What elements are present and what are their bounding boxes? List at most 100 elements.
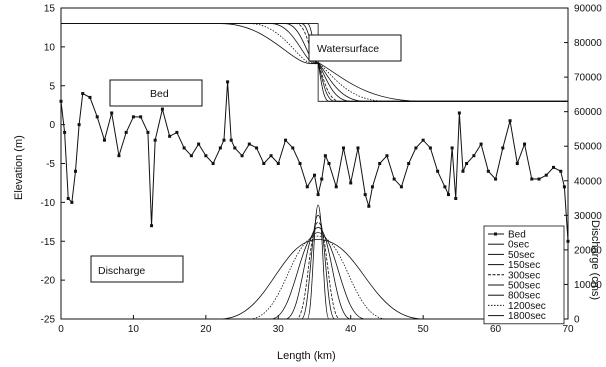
bed-point [341,146,345,150]
bed-point [367,204,371,208]
x-tick-label: 20 [200,324,212,335]
bed-point [73,169,77,173]
discharge-curve [61,204,568,320]
bed-point [461,169,465,173]
bed-point [298,162,302,165]
bed-point [305,185,309,189]
y-tick-label: -5 [46,159,55,170]
bed-point [247,142,251,146]
bed-point [240,154,244,158]
y2-tick-label: 80000 [574,38,602,49]
bed-point [537,177,541,181]
discharge-curve [61,232,568,320]
y2-tick-label: 40000 [574,176,602,187]
bed-point [63,130,67,134]
bed-point [323,154,327,158]
bed-point [218,146,222,150]
bed-point [150,224,154,228]
x-tick-label: 60 [490,324,502,335]
bed-point [204,154,208,158]
y2-tick-label: 0 [574,315,580,326]
bed-point [59,99,63,103]
bed-point [316,193,320,197]
bed-point [211,162,215,165]
discharge-curve [61,221,568,320]
x-tick-label: 10 [128,324,140,335]
y-axis-label: Elevation (m) [13,135,25,200]
bed-point [508,119,512,123]
y2-tick-label: 90000 [574,4,602,15]
bed-point [544,173,548,177]
bed-point [313,173,316,177]
bed-point [450,146,454,150]
bed-point [523,142,527,146]
bed-point [363,193,367,197]
legend-marker [494,232,497,236]
bed-point [457,111,461,115]
bed-point [284,138,288,142]
bed-point [566,239,570,243]
bed-point [131,115,135,119]
discharge-curve [61,227,568,320]
bed-point [378,162,382,165]
bed-point [153,138,157,142]
bed-point [349,181,353,185]
y-tick-label: 10 [44,42,56,53]
watersurface-label: Watersurface [317,43,379,55]
bed-point [472,154,476,158]
bed-point [559,169,563,173]
bed-point [421,138,425,142]
bed-point [102,138,106,142]
bed-point [139,115,143,119]
discharge-curve [61,239,568,320]
bed-point [269,154,273,158]
bed-point [124,130,128,134]
legend-label: 0sec [508,240,529,251]
discharge-label-box [90,255,184,283]
x-tick-label: 50 [418,324,430,335]
x-tick-label: 70 [562,324,574,335]
x-axis-label: Length (km) [277,350,336,362]
bed-point [443,185,447,189]
bed-point [77,123,81,127]
bed-point [552,165,556,169]
bed-point [370,185,374,189]
bed-point [175,130,179,134]
legend-label: 500sec [508,281,540,292]
y-tick-label: 15 [44,4,56,15]
bed-point [486,169,490,173]
bed-point [562,185,566,189]
bed-point [233,146,237,150]
discharge-label: Discharge [98,265,145,277]
bed-point [320,177,324,181]
legend-label: 800sec [508,291,540,302]
bed-point [356,146,360,150]
bed-point [117,154,121,158]
bed-point [255,146,259,150]
watersurface-curve [61,23,568,102]
bed-point [501,146,505,150]
y-tick-label: -25 [41,315,56,326]
bed-point [110,111,114,115]
bed-point [327,162,331,165]
bed-point [530,177,534,181]
bed-point [222,138,226,142]
bed-point [494,177,498,181]
bed-point [81,92,85,96]
bed-series [59,80,570,243]
watersurface-label-box [308,34,402,62]
y-tick-label: -15 [41,237,56,248]
legend-label: 50sec [508,250,535,261]
bed-point [436,169,440,173]
bed-point [160,107,164,111]
y2-axis-label: Discharge (cms) [589,220,601,300]
bed-point [182,146,186,150]
y2-tick-label: 30000 [574,211,602,222]
bed-point [291,146,295,150]
discharge-curve [61,235,568,320]
y-tick-label: 0 [49,120,55,131]
bed-point [146,130,150,134]
bed-point [189,154,193,158]
bed-point [515,162,519,165]
